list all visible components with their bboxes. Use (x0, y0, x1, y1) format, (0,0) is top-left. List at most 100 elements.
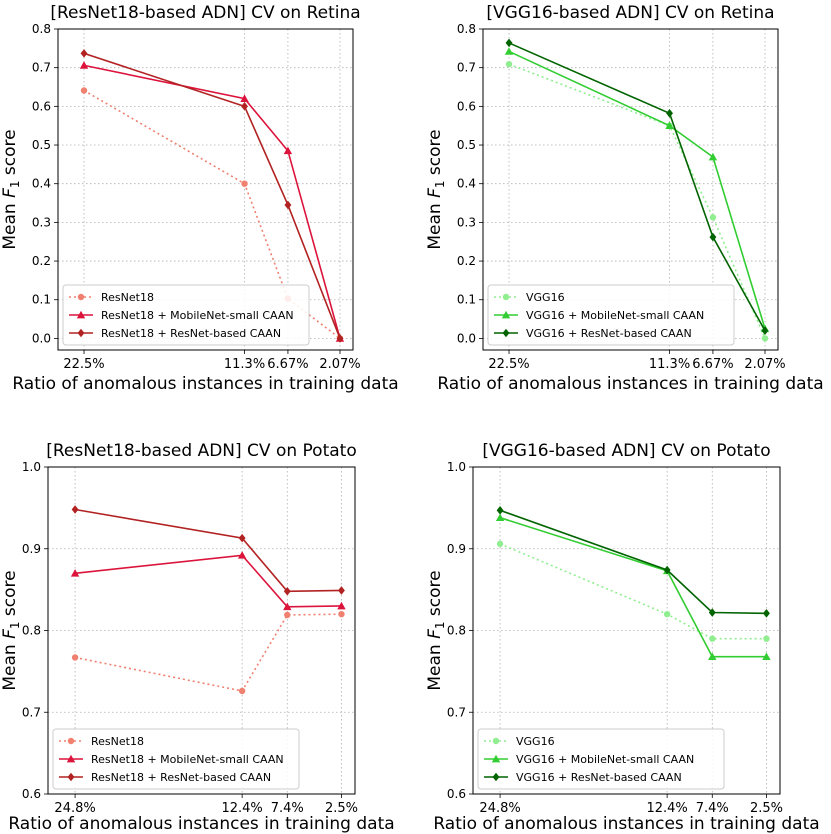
series-line-3 (499, 509, 767, 615)
legend-box (477, 728, 725, 790)
y-axis-label-var: F (0, 629, 20, 639)
x-axis-label: Ratio of anomalous instances in training… (437, 374, 823, 394)
y-axis-label-sub: 1 (433, 180, 447, 188)
x-tick-label: 11.3% (649, 357, 690, 372)
data-point (80, 87, 88, 94)
legend-label: VGG16 + ResNet-based CAAN (526, 327, 692, 340)
data-point (238, 687, 246, 695)
y-tick-label: 0.0 (32, 331, 51, 345)
x-tick-label: 6.67% (267, 357, 308, 372)
y-tick-label: 0.1 (457, 293, 476, 307)
data-point (241, 102, 248, 111)
x-tick-label: 7.4% (696, 801, 729, 816)
data-point (709, 214, 717, 221)
y-axis-label: Mean F1 score (425, 570, 447, 690)
legend-label: VGG16 (526, 291, 565, 304)
series-line-2 (75, 554, 342, 608)
data-point (283, 602, 292, 611)
legend-label: ResNet18 + ResNet-based CAAN (91, 771, 271, 784)
series-line-1 (508, 63, 766, 339)
y-tick-label: 0.5 (32, 138, 51, 152)
y-axis-label-sub: 1 (433, 621, 447, 629)
legend-marker (502, 293, 510, 301)
legend-marker (502, 328, 510, 338)
y-tick-label: 0.6 (447, 787, 466, 801)
data-point (71, 505, 79, 514)
data-point (80, 49, 88, 58)
legend-marker (501, 310, 511, 319)
y-tick-label: 0.8 (457, 22, 476, 36)
series-line-2 (499, 516, 767, 658)
series-line-2 (508, 50, 766, 329)
series-line-3 (83, 52, 341, 339)
data-point (709, 635, 716, 642)
x-tick-label: 2.07% (744, 357, 785, 372)
y-tick-label: 0.1 (32, 293, 51, 307)
data-point (337, 601, 346, 610)
series-line-1 (499, 543, 767, 640)
chart-panel-3: [ResNet18-based ADN] CV on Potato 0.6 0.7 0… (0, 441, 395, 834)
y-axis-label: Mean F1 score (0, 129, 22, 249)
y-axis-label-suffix: score (0, 570, 20, 621)
y-tick-label: 0.9 (447, 542, 466, 556)
data-point (79, 61, 89, 69)
y-axis-label: Mean F1 score (0, 570, 22, 690)
data-point (504, 47, 514, 55)
data-point (505, 38, 513, 48)
x-tick-label: 12.4% (221, 801, 262, 816)
x-tick-label: 2.5% (750, 801, 783, 816)
y-tick-label: 0.7 (32, 61, 51, 75)
data-point (240, 94, 249, 102)
y-tick-label: 0.5 (457, 138, 476, 152)
chart-title: [VGG16-based ADN] CV on Retina (486, 3, 774, 23)
data-point (763, 609, 770, 618)
legend-label: VGG16 + ResNet-based CAAN (516, 771, 682, 784)
y-axis-label-prefix: Mean (0, 198, 20, 250)
chart-title: [VGG16-based ADN] CV on Potato (482, 441, 770, 461)
x-tick-label: 2.07% (319, 357, 360, 372)
y-axis-label-var: F (0, 188, 20, 198)
y-axis-label-suffix: score (425, 129, 445, 180)
data-point (666, 109, 673, 118)
y-tick-label: 0.6 (457, 99, 476, 113)
x-tick-label: 24.8% (54, 801, 95, 816)
y-tick-label: 0.0 (457, 331, 476, 345)
y-tick-label: 0.6 (22, 787, 41, 801)
data-point (70, 569, 80, 577)
legend-label: ResNet18 + ResNet-based CAAN (101, 327, 281, 340)
x-tick-label: 7.4% (271, 801, 304, 816)
data-point (284, 200, 292, 210)
legend-label: ResNet18 + MobileNet-small CAAN (101, 309, 294, 322)
x-tick-label: 6.67% (692, 357, 733, 372)
data-point (338, 586, 345, 595)
legend-marker (67, 772, 75, 782)
data-point (495, 513, 505, 522)
data-point (708, 652, 717, 661)
y-axis-label-prefix: Mean (425, 198, 445, 250)
data-point (237, 551, 247, 559)
x-tick-label: 22.5% (488, 357, 529, 372)
legend-marker (67, 737, 75, 745)
y-axis-label-sub: 1 (8, 180, 22, 188)
data-point (709, 232, 717, 242)
x-tick-label: 24.8% (479, 801, 520, 816)
y-tick-label: 0.6 (32, 99, 51, 113)
series-line-2 (83, 64, 341, 339)
data-point (663, 565, 671, 575)
y-tick-label: 0.9 (22, 542, 41, 556)
y-tick-label: 1.0 (22, 460, 41, 474)
plot-frame (57, 28, 354, 351)
chart-title: [ResNet18-based ADN] CV on Retina (50, 3, 360, 23)
legend-label: VGG16 (516, 735, 555, 748)
x-axis-label: Ratio of anomalous instances in training… (433, 814, 819, 834)
legend-marker (76, 310, 86, 319)
legend-marker (66, 754, 76, 763)
y-axis-label-prefix: Mean (0, 639, 20, 691)
chart-panel-4: [VGG16-based ADN] CV on Potato 0.6 0.7 0.8 0… (425, 441, 820, 834)
y-axis-label-suffix: score (0, 129, 20, 180)
series-line-1 (83, 89, 341, 340)
series-line-3 (74, 508, 342, 593)
data-point (708, 152, 718, 161)
chart-panel-1: [ResNet18-based ADN] CV on Retina 0.0 0.1 0… (0, 3, 399, 394)
